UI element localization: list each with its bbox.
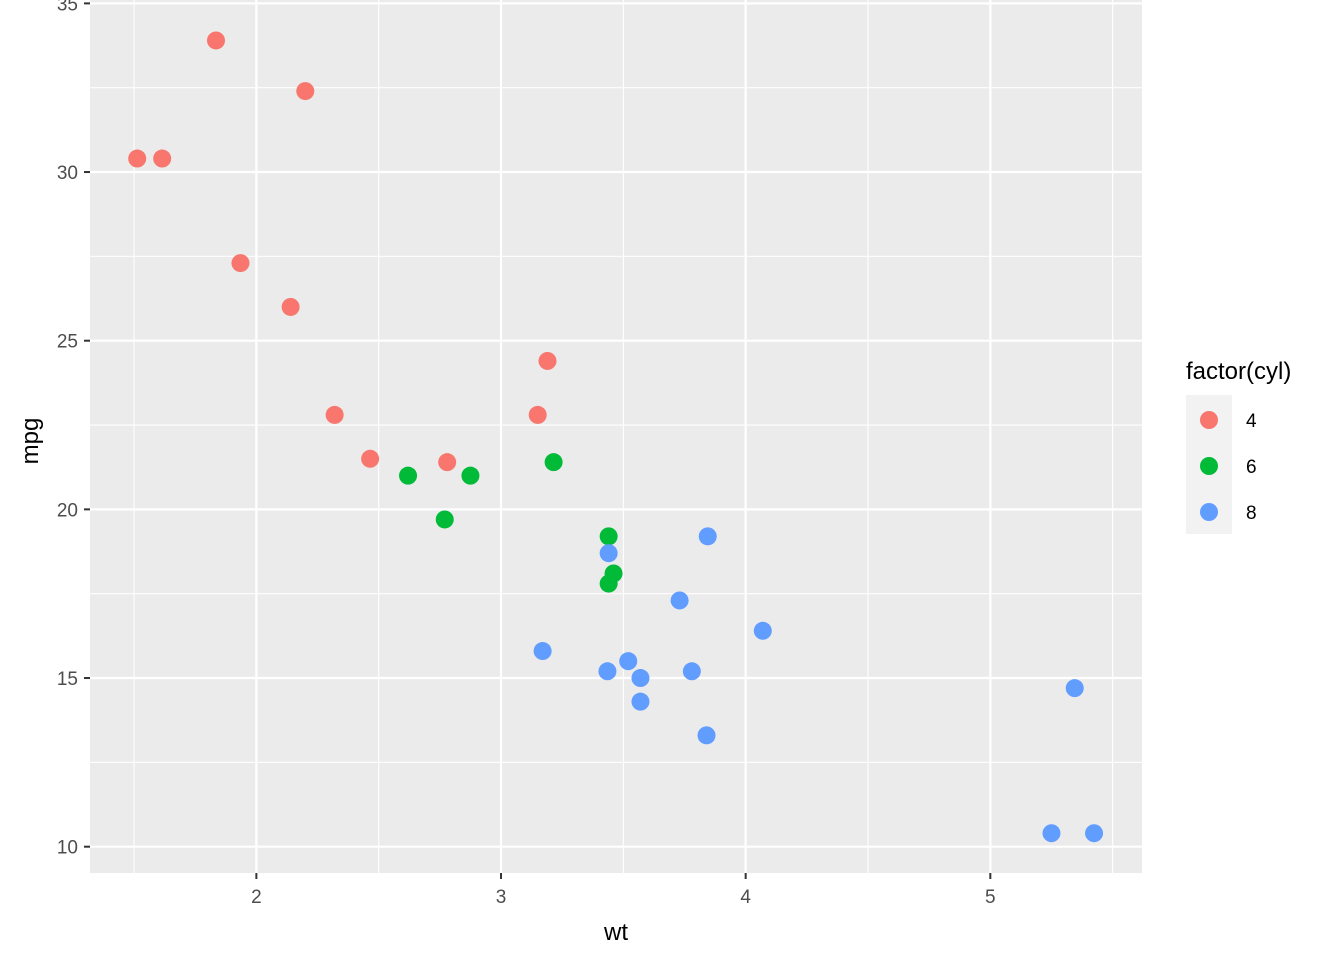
minor-gridlines <box>90 0 1142 873</box>
legend: factor(cyl) 4 6 8 <box>1186 358 1291 534</box>
legend-label-cyl-6: 6 <box>1246 457 1257 478</box>
data-point-cyl-8 <box>631 669 650 688</box>
data-point-cyl-8 <box>619 652 638 671</box>
data-point-cyl-4 <box>153 149 172 168</box>
y-tick-label: 35 <box>57 0 78 15</box>
data-point-cyl-6 <box>599 527 618 546</box>
data-point-cyl-6 <box>435 510 454 529</box>
data-point-cyl-4 <box>361 449 380 468</box>
legend-title: factor(cyl) <box>1186 358 1291 385</box>
data-point-cyl-8 <box>599 544 618 563</box>
data-point-cyl-8 <box>1065 679 1084 698</box>
major-gridlines <box>90 0 1142 873</box>
data-point-cyl-4 <box>438 453 457 472</box>
x-tick-label: 4 <box>740 887 751 908</box>
legend-key-cyl-8 <box>1200 503 1218 521</box>
data-point-cyl-8 <box>1042 824 1061 843</box>
panel-background <box>90 0 1142 873</box>
y-tick-label: 10 <box>57 838 78 859</box>
data-point-cyl-8 <box>631 692 650 711</box>
x-axis-title: wt <box>603 919 628 946</box>
x-tick-label: 5 <box>985 887 996 908</box>
data-point-cyl-4 <box>128 149 147 168</box>
data-point-cyl-8 <box>1085 824 1104 843</box>
data-point-cyl-4 <box>296 82 315 101</box>
data-point-cyl-8 <box>598 662 617 681</box>
data-point-cyl-6 <box>544 453 563 472</box>
legend-label-cyl-8: 8 <box>1246 503 1257 524</box>
legend-key-cyl-6 <box>1200 457 1218 475</box>
x-tick-label: 3 <box>496 887 507 908</box>
y-axis: 10 15 20 25 30 35 <box>57 0 90 859</box>
data-point-cyl-8 <box>753 621 772 640</box>
legend-key-cyl-4 <box>1200 411 1218 429</box>
y-tick-label: 30 <box>57 163 78 184</box>
data-point-cyl-4 <box>231 254 250 273</box>
data-point-cyl-4 <box>281 297 300 316</box>
y-tick-label: 25 <box>57 332 78 353</box>
data-point-cyl-4 <box>325 405 344 424</box>
y-axis-title: mpg <box>17 418 44 465</box>
data-point-cyl-4 <box>528 405 547 424</box>
y-tick-label: 15 <box>57 669 78 690</box>
data-point-cyl-6 <box>599 574 618 593</box>
x-tick-label: 2 <box>251 887 262 908</box>
data-point-cyl-8 <box>533 642 552 661</box>
data-point-cyl-6 <box>461 466 480 485</box>
x-axis: 2 3 4 5 <box>251 873 996 908</box>
data-point-cyl-8 <box>670 591 689 610</box>
data-point-cyl-6 <box>399 466 418 485</box>
data-point-cyl-8 <box>697 726 716 745</box>
data-point-cyl-4 <box>538 351 557 370</box>
y-tick-label: 20 <box>57 500 78 521</box>
data-point-cyl-8 <box>682 662 701 681</box>
data-point-cyl-8 <box>698 527 717 546</box>
data-point-cyl-4 <box>206 31 225 50</box>
data-points <box>128 31 1104 843</box>
legend-label-cyl-4: 4 <box>1246 411 1257 432</box>
